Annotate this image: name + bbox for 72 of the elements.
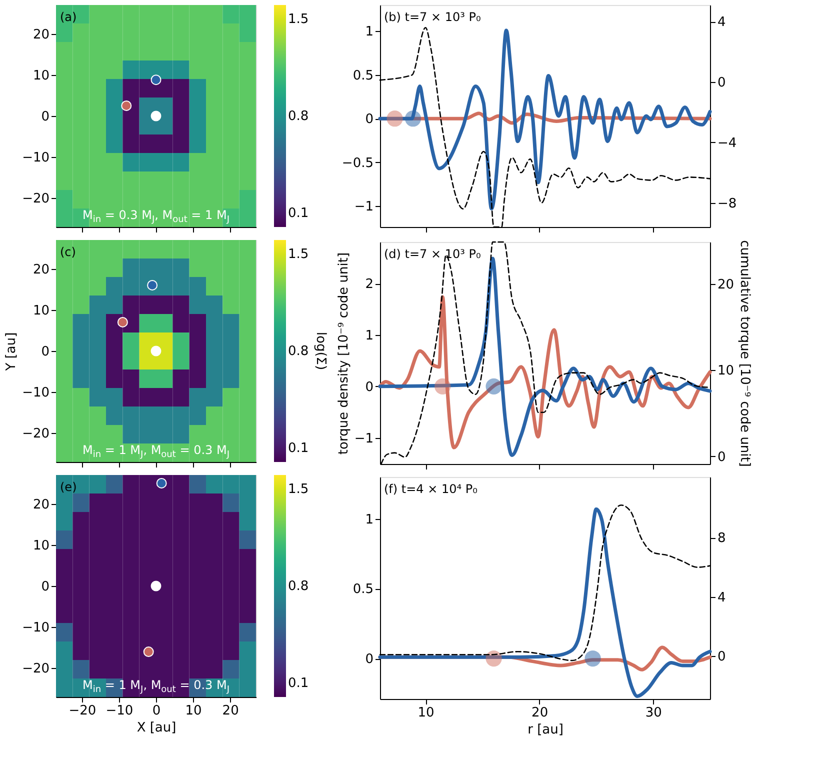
y-tick-label: 1 <box>365 328 374 344</box>
x-tick-label: −10 <box>106 704 134 718</box>
x-axis-title: r [au] <box>528 722 564 738</box>
y-tick-label: −10 <box>22 620 50 636</box>
point <box>150 110 162 122</box>
y2-tick-label: 4 <box>718 590 726 606</box>
x-tick-label: −20 <box>68 704 96 718</box>
y2-tick-label: −8 <box>718 196 737 212</box>
line-series <box>378 295 712 450</box>
y-tick-label: 0 <box>365 652 374 668</box>
x-tick-label: 30 <box>645 706 662 720</box>
y-tick-label: 2 <box>365 277 374 292</box>
y2-tick-label: 20 <box>718 278 734 293</box>
x-tick-label: 0 <box>152 704 161 718</box>
y2-axis-title: cumulative torque [10⁻⁹ code unit] <box>737 240 752 467</box>
y-tick-label: 0 <box>41 344 50 360</box>
color-bar-label: 0.1 <box>288 441 309 456</box>
y-tick-label: −20 <box>22 426 50 442</box>
point <box>150 346 162 356</box>
y-tick-label: −1 <box>354 431 374 446</box>
y-tick-label: 0 <box>365 380 374 395</box>
y2-tick-label: 10 <box>718 364 734 379</box>
color-bar-label: 0.8 <box>288 109 309 124</box>
color-bar-title: log(Σ) <box>313 332 328 370</box>
y2-tick-label: 4 <box>718 15 726 30</box>
color-bar-label: 1.5 <box>288 246 309 262</box>
y2-tick-label: −4 <box>718 136 737 151</box>
y2-tick-label: 0 <box>718 450 726 465</box>
y-tick-label: 1 <box>365 24 374 40</box>
y-tick-label: −20 <box>22 662 50 677</box>
y-tick-label: 20 <box>32 27 50 42</box>
y-tick-label: 0 <box>41 580 50 594</box>
y-tick-label: 10 <box>32 538 50 554</box>
y-tick-label: −0.5 <box>342 156 374 171</box>
annotation: (c) <box>60 245 76 259</box>
annotation: (e) <box>60 480 77 494</box>
color-bar-label: 0.8 <box>288 579 309 594</box>
y-tick-label: 0 <box>365 112 374 128</box>
y-tick-label: 20 <box>32 497 50 512</box>
x-axis-title: X [au] <box>136 720 176 736</box>
y-tick-label: −1 <box>354 200 374 215</box>
y-tick-label: −10 <box>22 150 50 166</box>
y-axis-title: torque density [10⁻⁹ code unit] <box>336 252 352 455</box>
y-tick-label: 20 <box>32 262 50 278</box>
y2-tick-label: 0 <box>718 650 726 665</box>
annotation: (d) t=7 × 10³ P₀ <box>384 247 482 261</box>
color-bar-label: 1.5 <box>288 12 309 27</box>
y2-tick-label: 8 <box>718 531 726 546</box>
color-bar-label: 1.5 <box>288 482 309 497</box>
y-tick-label: 10 <box>32 303 50 318</box>
annotation: (b) t=7 × 10³ P₀ <box>384 10 482 24</box>
y-tick-label: 0.5 <box>352 68 374 84</box>
y-axis-title: Y [au] <box>4 332 20 372</box>
y-tick-label: 1 <box>365 512 374 528</box>
color-bar-label: 0.1 <box>288 676 309 692</box>
y-tick-label: −20 <box>22 192 50 207</box>
annotation: (a) <box>60 10 77 24</box>
x-tick-label: 20 <box>222 704 239 718</box>
annotation: (f) t=4 × 10⁴ P₀ <box>384 482 478 496</box>
y-tick-label: 0 <box>41 110 50 124</box>
x-tick-label: 20 <box>532 706 548 720</box>
y-tick-label: 0.5 <box>352 582 374 598</box>
color-bar-label: 0.1 <box>288 206 309 222</box>
y2-tick-label: 0 <box>718 76 726 91</box>
point <box>117 316 128 328</box>
point <box>150 74 162 86</box>
y-tick-label: 10 <box>32 68 50 84</box>
point <box>150 580 162 592</box>
x-tick-label: 10 <box>418 706 434 720</box>
y-tick-label: −10 <box>22 386 50 401</box>
x-tick-label: 10 <box>185 704 202 718</box>
color-bar-label: 0.8 <box>288 344 309 359</box>
